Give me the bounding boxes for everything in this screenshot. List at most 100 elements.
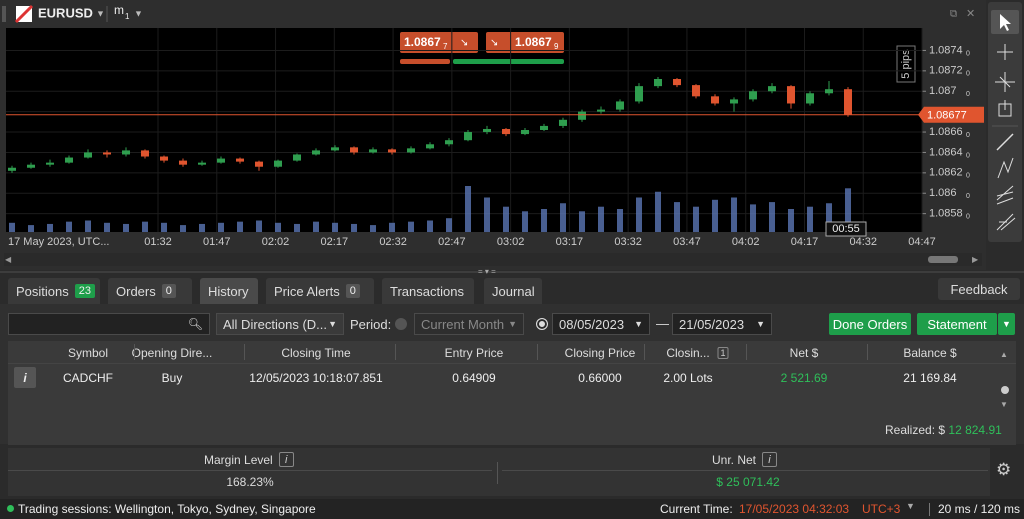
tab-label[interactable]: Positions — [16, 283, 69, 299]
margin-label: Margin Level — [204, 452, 273, 467]
info-icon[interactable]: i — [278, 452, 294, 467]
symbol[interactable]: EURUSD — [38, 5, 93, 20]
candle-body — [597, 109, 605, 112]
feedback-button[interactable]: Feedback — [938, 278, 1020, 300]
info-icon[interactable]: i — [23, 370, 27, 385]
search-box[interactable]: 🔍︎ — [8, 313, 210, 335]
info-icon[interactable]: i — [762, 452, 778, 467]
timeframe-sub[interactable]: 1 — [125, 12, 130, 21]
tool-crosshair[interactable] — [997, 44, 1013, 60]
search-icon: 🔍︎ — [187, 317, 203, 331]
column-separator[interactable] — [244, 344, 245, 360]
sort-badge: 1 — [717, 347, 729, 359]
statement-button[interactable]: Statement — [917, 313, 997, 335]
column-separator[interactable] — [537, 344, 538, 360]
tz-arrow[interactable]: ▼ — [906, 501, 915, 511]
timeframe[interactable]: m — [114, 3, 124, 17]
column-separator[interactable] — [395, 344, 396, 360]
tab-label[interactable]: Transactions — [390, 283, 464, 299]
splitter-grip[interactable]: = ▾ = — [478, 267, 496, 276]
x-tick-label: 17 May 2023, UTC... — [8, 236, 110, 248]
settings-icon[interactable]: ⚙ — [996, 460, 1012, 479]
candle-body — [255, 161, 263, 167]
column-header: Net $ — [789, 346, 819, 360]
dropdown-arrow[interactable]: ▼ — [134, 8, 143, 18]
tab-active[interactable]: History — [200, 278, 258, 304]
row-info-button[interactable]: i — [14, 367, 36, 388]
tab-label[interactable]: Orders — [116, 283, 156, 299]
sell-pipette[interactable]: 7 — [443, 42, 448, 51]
x-tick-label: 04:02 — [732, 236, 760, 248]
direction-value[interactable]: All Directions (D... — [223, 316, 328, 332]
buy-price[interactable]: 1.0867 — [515, 35, 552, 49]
date-radio[interactable] — [536, 318, 548, 330]
tool-line[interactable] — [996, 133, 1014, 151]
close-icon[interactable]: ✕ — [966, 8, 975, 20]
volume-bar — [617, 209, 623, 232]
tool-path[interactable] — [997, 157, 1014, 179]
direction-select[interactable]: All Directions (D... ▼ — [216, 313, 344, 335]
sell-price[interactable]: 1.0867 — [404, 35, 441, 49]
tab[interactable]: Price Alerts 0 — [266, 278, 374, 304]
column-separator[interactable] — [867, 344, 868, 360]
period-value[interactable]: Current Month — [421, 316, 505, 332]
tab-label[interactable]: History — [208, 283, 249, 299]
date-from-value[interactable]: 08/05/2023 — [559, 316, 625, 332]
scroll-left[interactable]: ◀ — [5, 255, 12, 264]
date-to[interactable]: 21/05/2023 ▼ — [672, 313, 772, 335]
tool-pitchfork[interactable] — [996, 213, 1016, 231]
session-dot — [7, 505, 14, 512]
tab[interactable]: Transactions — [382, 278, 474, 304]
tool-fib[interactable] — [996, 185, 1014, 205]
detach-icon[interactable]: ⧉ — [950, 9, 957, 20]
tool-cross[interactable] — [995, 72, 1015, 92]
statement-menu[interactable]: ▼ — [998, 313, 1015, 335]
volume-bar — [693, 206, 699, 232]
x-tick-label: 02:32 — [379, 236, 407, 248]
scrollbar-thumb[interactable] — [928, 256, 958, 263]
sell-button[interactable] — [400, 32, 478, 53]
done-orders-label[interactable]: Done Orders — [832, 316, 908, 332]
done-orders-button[interactable]: Done Orders — [829, 313, 911, 335]
scroll-thumb[interactable] — [1001, 386, 1009, 394]
statement-label[interactable]: Statement — [927, 316, 987, 332]
timezone[interactable]: UTC+3 — [862, 502, 901, 516]
feedback-label[interactable]: Feedback — [950, 281, 1008, 297]
date-to-value[interactable]: 21/05/2023 — [679, 316, 745, 332]
scrollbar-track — [4, 253, 982, 266]
candle-body — [65, 157, 73, 163]
date-from[interactable]: 08/05/2023 ▼ — [552, 313, 650, 335]
scroll-right[interactable]: ▶ — [972, 255, 979, 264]
y-tick-pipette: 0 — [966, 71, 970, 78]
tab[interactable]: Orders 0 — [108, 278, 192, 304]
drawing-toolbar — [988, 2, 1022, 242]
latency: 20 ms / 120 ms — [938, 502, 1021, 516]
tab[interactable]: Positions 23 — [8, 278, 100, 304]
candle-body — [236, 158, 244, 162]
scroll-down[interactable]: ▼ — [1000, 400, 1008, 409]
buy-pipette[interactable]: 9 — [554, 42, 559, 51]
volume-bar — [503, 206, 509, 232]
volume-bar — [237, 221, 243, 232]
candle-body — [502, 128, 510, 135]
tab-label[interactable]: Journal — [492, 283, 535, 299]
tool-rect[interactable] — [998, 100, 1012, 117]
tab-label[interactable]: Price Alerts — [274, 283, 340, 299]
scroll-up[interactable]: ▲ — [1000, 350, 1008, 359]
dropdown-arrow[interactable]: ▼ — [96, 8, 105, 18]
column-separator[interactable] — [746, 344, 747, 360]
buy-button[interactable] — [486, 32, 564, 53]
period-label: Period: — [350, 317, 392, 332]
volume-bar — [484, 197, 490, 232]
splitter[interactable] — [0, 271, 1024, 273]
candle-body — [331, 147, 339, 151]
column-separator[interactable] — [134, 344, 135, 360]
candle-body — [673, 79, 681, 86]
tab[interactable]: Journal — [484, 278, 542, 304]
period-radio[interactable] — [395, 318, 407, 330]
column-separator[interactable] — [644, 344, 645, 360]
candle-body — [445, 140, 453, 145]
toolbar-bg — [988, 2, 1022, 242]
y-tick-pipette: 0 — [966, 50, 970, 57]
period-select[interactable]: Current Month ▼ — [414, 313, 524, 335]
